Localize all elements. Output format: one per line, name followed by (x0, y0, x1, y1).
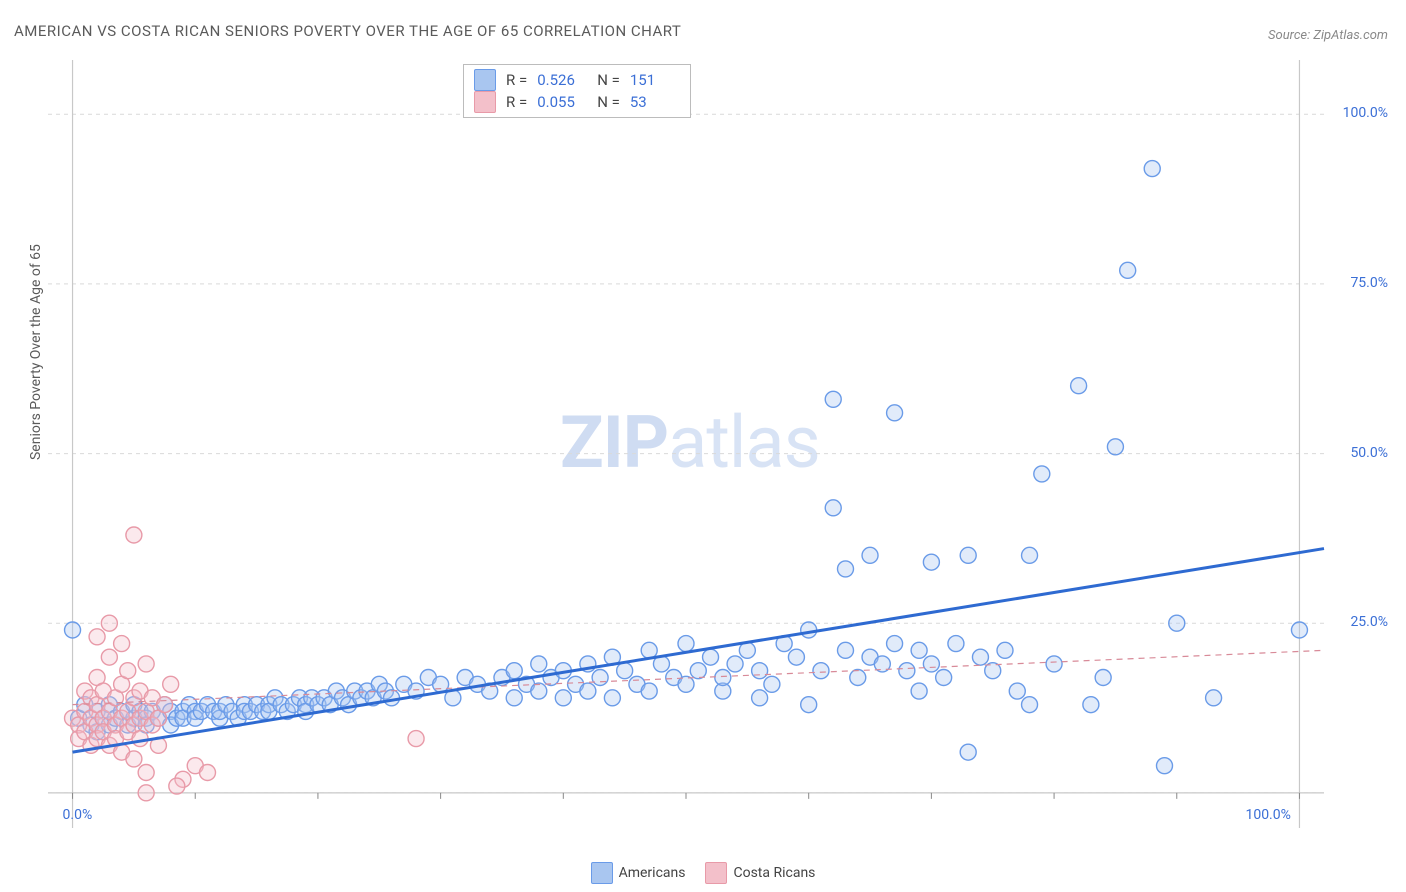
y-axis-label: Seniors Poverty Over the Age of 65 (28, 244, 44, 460)
x-tick-0: 0.0% (63, 807, 93, 823)
scatter-plot (48, 60, 1388, 850)
x-tick-100: 100.0% (1245, 807, 1290, 823)
source-attribution: Source: ZipAtlas.com (1268, 28, 1388, 43)
chart-title: AMERICAN VS COSTA RICAN SENIORS POVERTY … (14, 22, 681, 40)
correlation-legend: R =0.526N =151R =0.055N =53 (463, 64, 691, 118)
series-legend: AmericansCosta Ricans (0, 862, 1406, 884)
y-tick-100: 100.0% (1343, 105, 1388, 121)
y-tick-75: 75.0% (1350, 275, 1388, 291)
y-tick-50: 50.0% (1350, 445, 1388, 461)
y-tick-25: 25.0% (1350, 614, 1388, 630)
